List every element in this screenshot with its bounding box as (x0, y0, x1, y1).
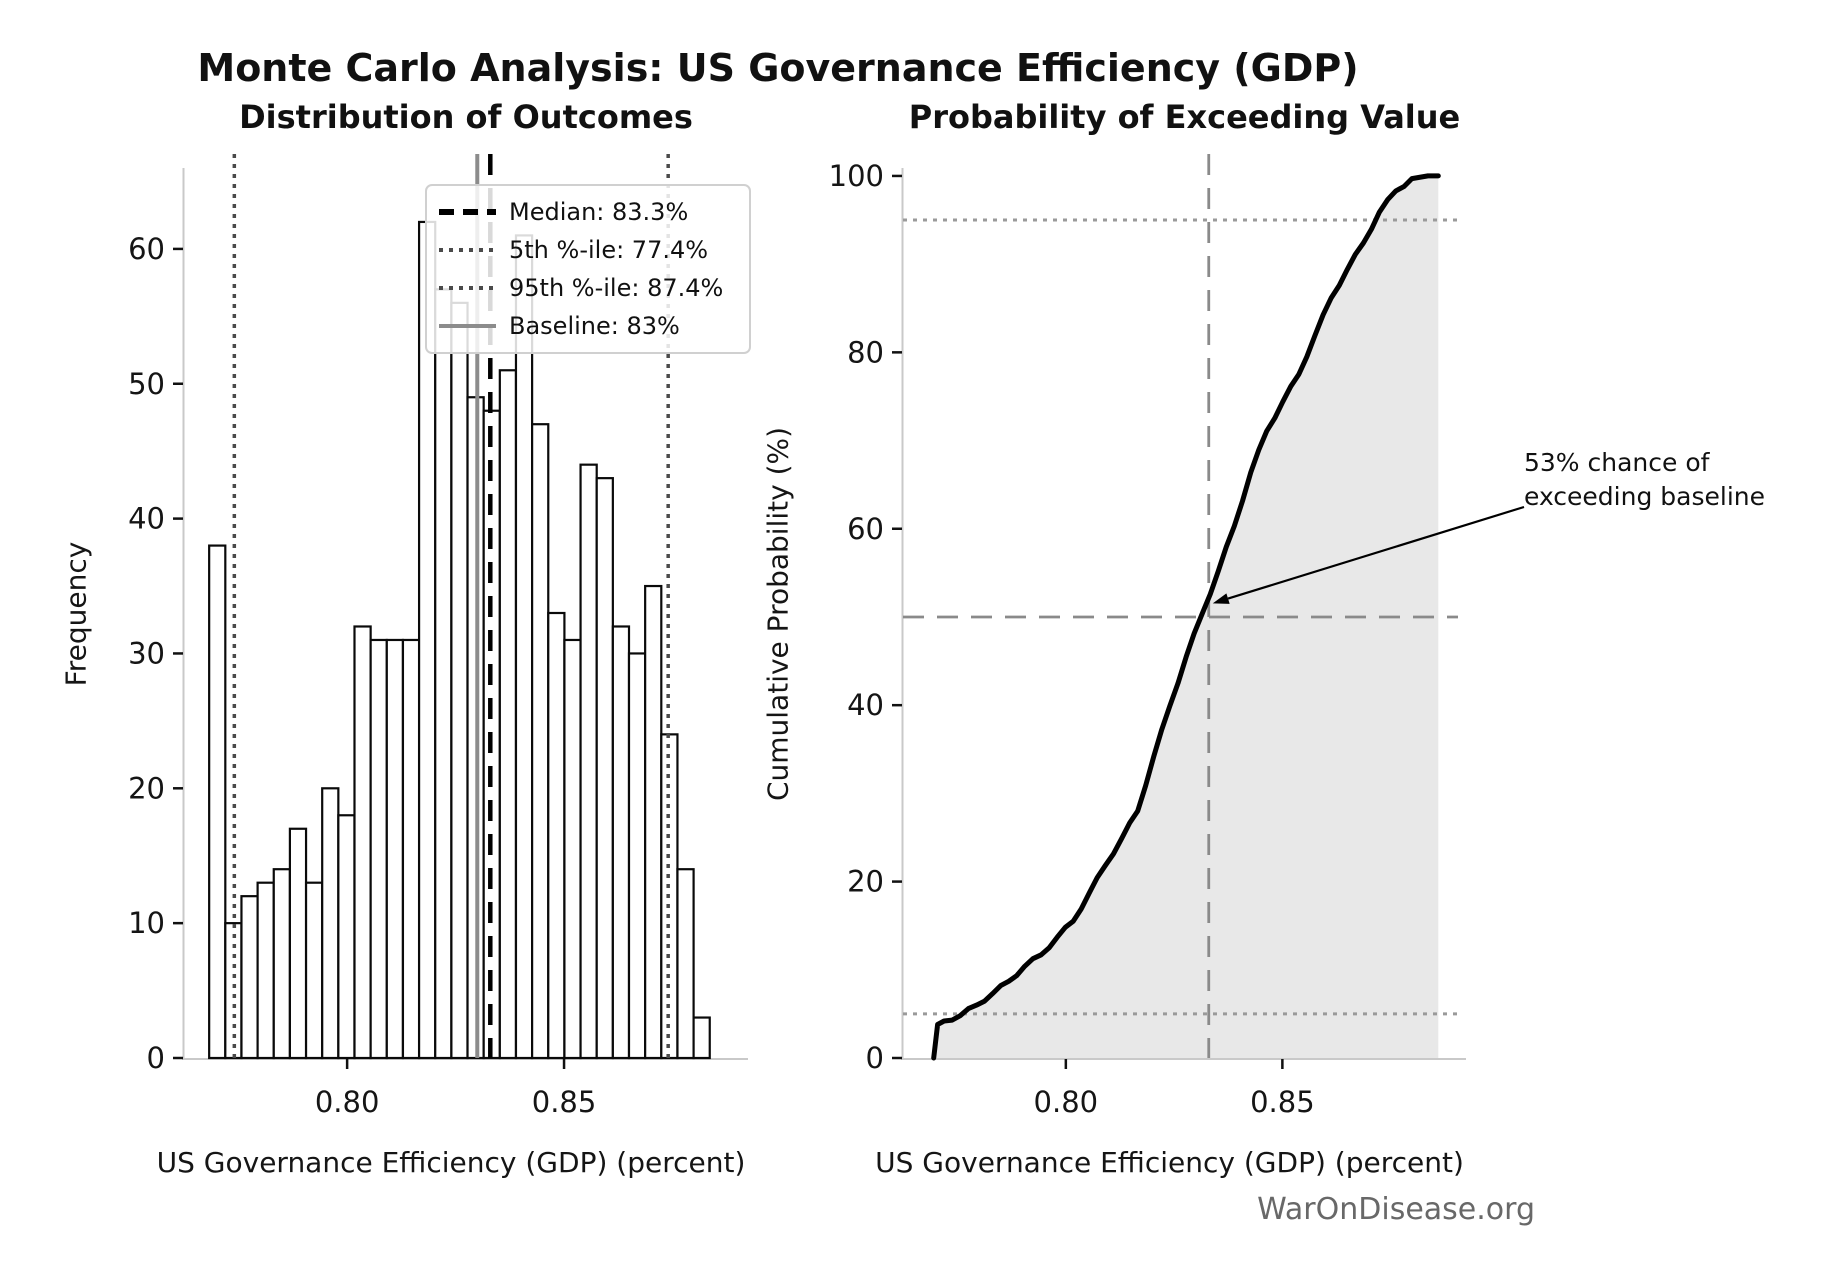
histogram-bar (304, 881, 324, 1060)
histogram-bar (240, 895, 259, 1060)
cdf-x-axis-label: US Governance Efficiency (GDP) (percent) (875, 1146, 1464, 1179)
histogram-bar (514, 234, 534, 1060)
annotation-arrow-line (1227, 505, 1525, 600)
histogram-bar (676, 868, 695, 1060)
figure-title: Monte Carlo Analysis: US Governance Effi… (197, 46, 1359, 90)
legend-row-baseline: Baseline: 83% (439, 312, 735, 340)
cdf-curve (931, 173, 1441, 1061)
histogram-y-axis-label: Frequency (59, 541, 93, 687)
histogram-bar (385, 638, 405, 1060)
cdf-y-tick-label: 60 (847, 512, 884, 546)
histogram-bar (401, 638, 421, 1060)
baseline-line-key (439, 324, 496, 328)
histogram-bar (337, 814, 356, 1060)
histogram-bar (563, 638, 582, 1060)
legend-row-percentile-95: 95th %-ile: 87.4% (439, 274, 735, 302)
histogram-bar (434, 288, 453, 1060)
cdf-area (933, 175, 1439, 1058)
histogram-bar (369, 638, 388, 1060)
histogram-bar (644, 584, 663, 1060)
histogram-bar (498, 369, 518, 1060)
legend-label-percentile-5: 5th %-ile: 77.4% (509, 236, 709, 264)
histogram-y-tick-label: 0 (147, 1041, 165, 1075)
histogram-y-tick-label: 20 (128, 771, 165, 805)
legend-row-median: Median: 83.3% (439, 198, 735, 226)
histogram-bar (353, 625, 372, 1060)
legend-label-baseline: Baseline: 83% (509, 312, 680, 340)
histogram-x-axis-label: US Governance Efficiency (GDP) (percent) (156, 1146, 746, 1179)
cdf-y-tick-label: 20 (847, 865, 884, 899)
percentile-95-line-key (439, 286, 496, 290)
legend-label-median: Median: 83.3% (509, 198, 689, 226)
histogram-x-tick-label: 0.85 (532, 1085, 597, 1119)
legend-row-percentile-5: 5th %-ile: 77.4% (439, 236, 735, 264)
cdf-x-tick-label: 0.80 (1034, 1085, 1099, 1119)
median-line-key (439, 209, 496, 215)
histogram-bar (692, 1016, 711, 1060)
annotation-arrowhead (1212, 593, 1230, 604)
histogram-bar (272, 868, 292, 1060)
cdf-x-tick-label: 0.85 (1250, 1085, 1315, 1119)
histogram-y-tick-label: 10 (128, 906, 165, 940)
legend: Median: 83.3% 5th %-ile: 77.4% 95th %-il… (425, 184, 751, 354)
histogram-title: Distribution of Outcomes (239, 98, 693, 136)
histogram-bar (531, 423, 550, 1060)
histogram-bar (288, 827, 308, 1060)
histogram-bar (611, 625, 631, 1060)
histogram-bar (579, 463, 598, 1060)
cdf-y-axis-label: Cumulative Probability (%) (761, 426, 795, 802)
watermark: WarOnDisease.org (1257, 1192, 1535, 1227)
histogram-bar (595, 477, 614, 1060)
annotation-line-2: exceeding baseline (1524, 482, 1765, 511)
cdf-y-tick-label: 80 (847, 335, 884, 369)
histogram-y-tick-label: 40 (128, 502, 165, 536)
percentile-5-line-key (439, 248, 496, 252)
legend-label-percentile-95: 95th %-ile: 87.4% (509, 274, 724, 302)
annotation-text: 53% chance of exceeding baseline (1524, 446, 1765, 514)
annotation-line-1: 53% chance of (1524, 448, 1710, 477)
histogram-y-tick-label: 50 (128, 367, 165, 401)
cdf-y-tick-label: 0 (866, 1041, 884, 1075)
histogram-bar (547, 611, 566, 1060)
cdf-y-tick-label: 100 (829, 159, 884, 193)
cdf-y-tick-label: 40 (847, 688, 884, 722)
histogram-bar (321, 787, 340, 1060)
histogram-bar (208, 544, 227, 1060)
histogram-y-tick-label: 60 (128, 232, 165, 266)
histogram-bar (450, 301, 469, 1060)
cdf-title: Probability of Exceeding Value (908, 98, 1461, 136)
histogram-y-tick-label: 30 (128, 636, 165, 670)
histogram-bar (627, 652, 647, 1060)
histogram-bar (256, 881, 275, 1060)
histogram-x-tick-label: 0.80 (315, 1085, 380, 1119)
